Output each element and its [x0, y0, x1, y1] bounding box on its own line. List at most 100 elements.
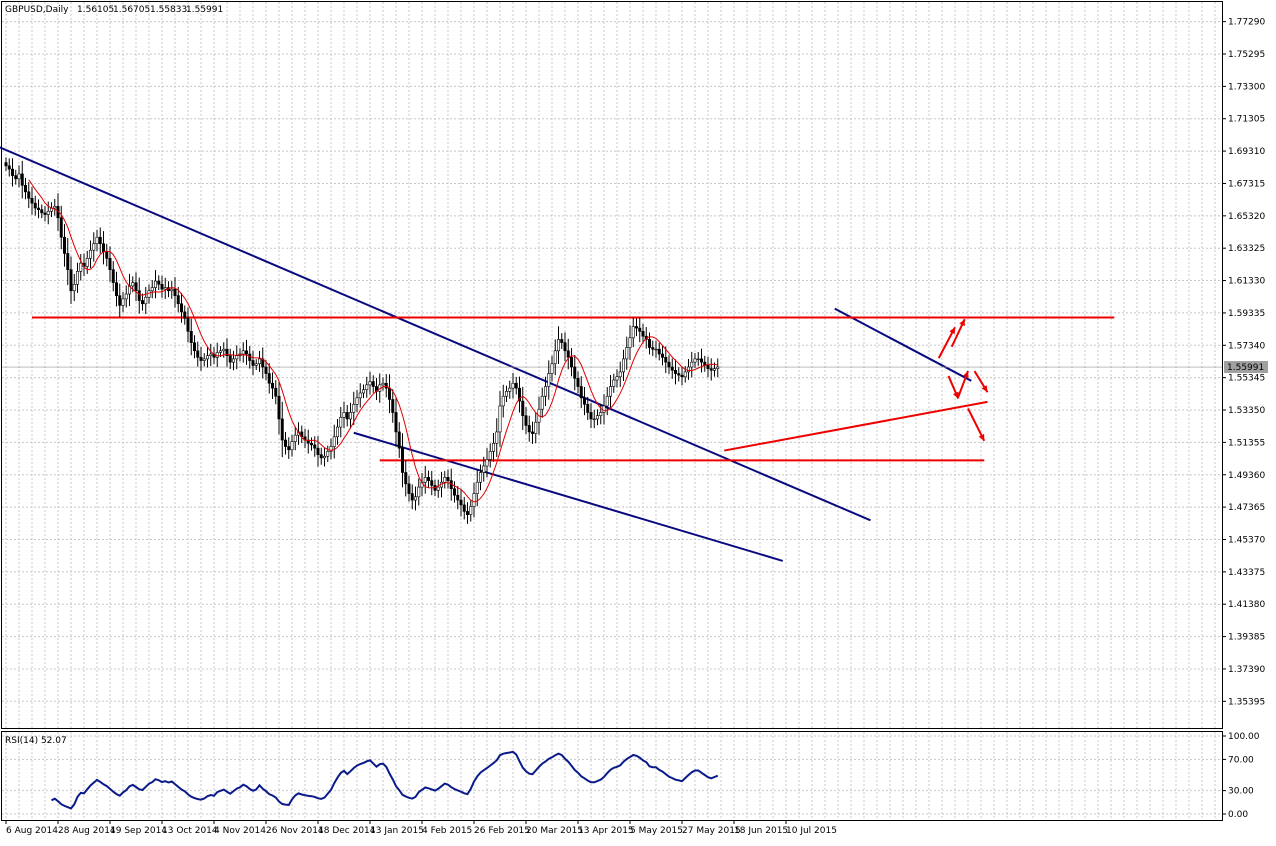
candle-body — [358, 392, 362, 399]
candle-body — [693, 358, 697, 363]
candle-body — [482, 465, 486, 473]
candle-body — [150, 287, 154, 292]
candle-body — [410, 493, 414, 501]
candle-body — [160, 283, 164, 290]
candle-body — [657, 348, 661, 355]
candle-body — [46, 210, 50, 215]
candle-body — [465, 511, 469, 515]
candle-body — [342, 412, 346, 418]
candle-body — [124, 293, 128, 300]
candle-body — [462, 504, 466, 512]
rsi-pane-frame — [1, 731, 1223, 821]
candle-body — [586, 404, 590, 413]
rsi-tick-label: 0.00 — [1228, 810, 1248, 820]
candle-body — [332, 436, 336, 447]
candle-body — [709, 368, 713, 371]
candle-body — [36, 207, 40, 210]
candle-body — [43, 212, 47, 215]
candle-body — [686, 366, 690, 373]
rsi-layer — [51, 750, 719, 810]
candle-body — [540, 395, 544, 410]
candle-body — [495, 431, 499, 444]
candle-body — [134, 282, 138, 292]
candle-body — [654, 348, 658, 351]
candle-body — [209, 353, 213, 356]
candle-body — [326, 451, 330, 457]
candle-body — [618, 371, 622, 378]
red-arrow-head — [949, 327, 955, 335]
candle-body — [76, 271, 80, 285]
candle-body — [696, 358, 700, 361]
candle-body — [485, 459, 489, 467]
candle-body — [202, 358, 206, 361]
x-tick-label: 26 Feb 2015 — [474, 826, 530, 836]
candle-body — [79, 262, 83, 272]
candle-body — [85, 258, 89, 267]
candle-body — [589, 412, 593, 420]
candle-body — [452, 488, 456, 496]
y-tick-label: 1.55345 — [1228, 374, 1265, 384]
candle-body — [277, 395, 281, 420]
candle-body — [475, 481, 479, 494]
candle-body — [30, 198, 34, 204]
candle-body — [605, 395, 609, 407]
y-tick-label: 1.39385 — [1228, 633, 1265, 643]
candle-body — [690, 361, 694, 368]
candle-body — [40, 209, 44, 214]
candle-body — [530, 431, 534, 434]
candle-body — [625, 347, 629, 360]
candle-body — [664, 356, 668, 363]
grid-layer — [2, 2, 1222, 820]
x-tick-label: 4 Feb 2015 — [422, 826, 472, 836]
candle-body — [102, 243, 106, 253]
candle-body — [23, 185, 27, 193]
candle-body — [443, 477, 447, 483]
candle-body — [638, 327, 642, 332]
x-tick-label: 13 Jan 2015 — [370, 826, 424, 836]
red-support-resistance-line — [724, 400, 988, 452]
candle-body — [232, 358, 236, 363]
x-tick-label: 18 Dec 2014 — [318, 826, 376, 836]
candle-body — [245, 350, 249, 355]
candle-body — [566, 350, 570, 358]
candle-body — [514, 382, 518, 389]
x-tick-label: 19 Sep 2014 — [110, 826, 167, 836]
candle-body — [254, 363, 258, 366]
y-tick-label: 1.75295 — [1228, 50, 1265, 60]
candle-body — [677, 373, 681, 376]
candle-body — [287, 446, 291, 451]
x-tick-label: 13 Apr 2015 — [578, 826, 634, 836]
candle-body — [313, 444, 317, 449]
candle-body — [345, 412, 349, 420]
candle-body — [14, 175, 18, 180]
candle-body — [712, 368, 716, 371]
candle-body — [352, 404, 356, 413]
candle-body — [436, 486, 440, 491]
main-pane-frame — [1, 1, 1223, 729]
candle-body — [280, 418, 284, 441]
candle-body — [478, 472, 482, 483]
candle-body — [154, 280, 158, 288]
candle-body — [670, 366, 674, 371]
candle-body — [599, 412, 603, 416]
candle-body — [384, 382, 388, 389]
candle-body — [527, 425, 531, 433]
y-tick-label: 1.65320 — [1228, 212, 1265, 222]
candle-body — [170, 288, 174, 292]
y-tick-label: 1.45370 — [1228, 535, 1265, 545]
candle-body — [547, 373, 551, 387]
candle-body — [365, 384, 369, 391]
y-tick-label: 1.73300 — [1228, 82, 1265, 92]
annotation-layer — [0, 146, 1222, 562]
candle-body — [504, 391, 508, 397]
y-tick-label: 1.71305 — [1228, 115, 1265, 125]
candle-body — [602, 405, 606, 413]
candle-body — [95, 236, 99, 245]
red-arrow-head — [959, 319, 965, 327]
candle-body — [511, 382, 515, 389]
candle-body — [157, 280, 161, 285]
candle-body — [348, 412, 352, 420]
x-tick-label: 20 Mar 2015 — [526, 826, 583, 836]
candle-body — [394, 412, 398, 433]
candle-body — [560, 339, 564, 343]
